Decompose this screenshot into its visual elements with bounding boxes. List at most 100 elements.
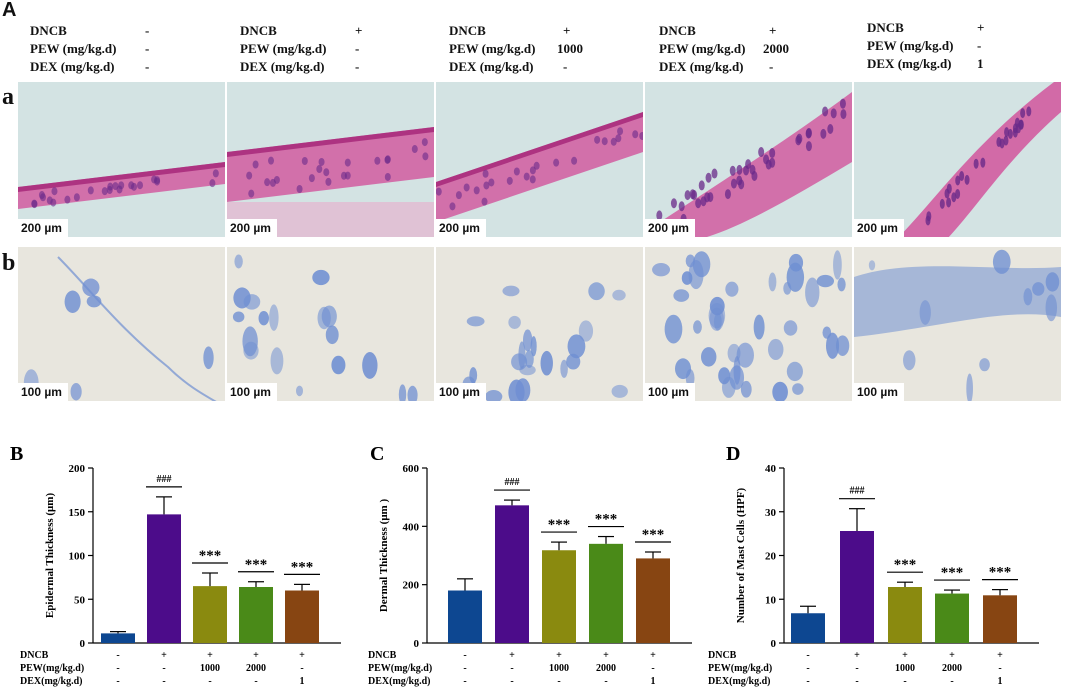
condition-key: DNCB — [867, 20, 904, 35]
condition-value: - — [977, 38, 982, 53]
condition-block: DNCB + PEW (mg/kg.d) - DEX (mg/kg.d) - — [240, 22, 440, 78]
significance-mark: *** — [245, 557, 268, 573]
panel-label-a: A — [2, 0, 17, 21]
table-cell: - — [254, 676, 257, 687]
significance-mark: *** — [548, 517, 571, 533]
y-tick-label: 600 — [403, 463, 420, 475]
table-cell: - — [116, 663, 119, 674]
table-row-label: PEW(mg/kg.d) — [20, 663, 84, 674]
condition-value: 1 — [977, 56, 984, 71]
condition-key: DEX (mg/kg.d) — [240, 59, 325, 74]
he-micrograph: 200 µm — [227, 82, 434, 237]
condition-key: DNCB — [449, 23, 486, 38]
row-label-a: a — [2, 84, 14, 110]
y-tick-label: 150 — [69, 507, 86, 519]
toluidine-micrograph: 100 µm — [227, 247, 434, 401]
table-cell: - — [806, 676, 809, 687]
bar — [285, 590, 319, 643]
condition-key: PEW (mg/kg.d) — [659, 41, 746, 56]
bar — [495, 505, 529, 643]
bar — [791, 613, 825, 643]
bar — [840, 531, 874, 643]
table-cell: - — [604, 676, 607, 687]
table-cell: 1000 — [200, 663, 220, 674]
bar — [239, 587, 273, 643]
y-tick-label: 0 — [414, 638, 420, 650]
table-cell: - — [806, 663, 809, 674]
table-row-label: DNCB — [708, 650, 737, 661]
table-cell: + — [997, 650, 1003, 661]
he-micrograph: 200 µm — [645, 82, 852, 237]
condition-value: 1000 — [557, 41, 583, 56]
significance-mark: ### — [505, 477, 520, 488]
table-cell: 1000 — [895, 663, 915, 674]
condition-value: - — [355, 41, 360, 56]
table-cell: - — [903, 676, 906, 687]
significance-mark: *** — [291, 559, 314, 575]
bar — [589, 543, 623, 643]
condition-value: - — [563, 59, 568, 74]
table-cell: - — [651, 663, 654, 674]
condition-key: DNCB — [30, 23, 67, 38]
y-tick-label: 400 — [403, 521, 420, 533]
condition-value: + — [563, 23, 571, 38]
scale-bar-label: 100 µm — [18, 383, 68, 401]
table-cell: + — [299, 650, 305, 661]
table-cell: + — [161, 650, 167, 661]
significance-mark: ### — [850, 486, 865, 497]
table-cell: - — [855, 663, 858, 674]
significance-mark: *** — [894, 557, 917, 573]
he-micrograph: 200 µm — [436, 82, 643, 237]
table-cell: 1 — [651, 676, 656, 687]
table-row-label: DEX(mg/kg.d) — [20, 676, 83, 687]
he-micrograph: 200 µm — [18, 82, 225, 237]
condition-block: DNCB - PEW (mg/kg.d) - DEX (mg/kg.d) - — [30, 22, 230, 78]
table-cell: - — [510, 663, 513, 674]
table-cell: - — [300, 663, 303, 674]
table-cell: + — [949, 650, 955, 661]
condition-key: PEW (mg/kg.d) — [240, 41, 327, 56]
table-cell: 2000 — [246, 663, 266, 674]
y-tick-label: 10 — [765, 594, 777, 606]
table-cell: + — [253, 650, 259, 661]
bar — [983, 595, 1017, 643]
y-tick-label: 40 — [765, 463, 777, 475]
scale-bar-label: 200 µm — [436, 219, 486, 237]
bar — [542, 550, 576, 643]
table-cell: - — [806, 650, 809, 661]
chart-panel-label: D — [726, 443, 740, 465]
y-axis-label: Number of Mast Cells (HPF) — [735, 487, 747, 623]
table-row-label: PEW(mg/kg.d) — [708, 663, 772, 674]
table-cell: 1 — [300, 676, 305, 687]
bar — [147, 514, 181, 643]
table-row-label: DEX(mg/kg.d) — [368, 676, 431, 687]
significance-mark: ### — [157, 474, 172, 485]
table-cell: - — [998, 663, 1001, 674]
toluidine-micrograph: 100 µm — [854, 247, 1061, 401]
y-tick-label: 30 — [765, 507, 777, 519]
condition-value: + — [355, 23, 363, 38]
condition-key: DEX (mg/kg.d) — [449, 59, 534, 74]
condition-value: - — [145, 59, 150, 74]
condition-key: PEW (mg/kg.d) — [867, 38, 954, 53]
bar — [935, 593, 969, 643]
y-tick-label: 0 — [771, 638, 777, 650]
y-tick-label: 100 — [69, 551, 86, 563]
condition-value: - — [769, 59, 774, 74]
table-cell: - — [463, 650, 466, 661]
table-cell: - — [116, 650, 119, 661]
condition-block: DNCB + PEW (mg/kg.d) 1000 DEX (mg/kg.d) - — [449, 22, 649, 78]
table-cell: + — [509, 650, 515, 661]
table-cell: + — [650, 650, 656, 661]
y-tick-label: 0 — [80, 638, 86, 650]
condition-key: DEX (mg/kg.d) — [30, 59, 115, 74]
y-tick-label: 200 — [69, 463, 86, 475]
chart-panel-label: C — [370, 443, 384, 465]
table-cell: 2000 — [942, 663, 962, 674]
table-cell: - — [510, 676, 513, 687]
scale-bar-label: 200 µm — [854, 219, 904, 237]
toluidine-micrograph: 100 µm — [436, 247, 643, 401]
significance-mark: *** — [941, 565, 964, 581]
he-micrograph: 200 µm — [854, 82, 1061, 237]
bar — [101, 633, 135, 643]
